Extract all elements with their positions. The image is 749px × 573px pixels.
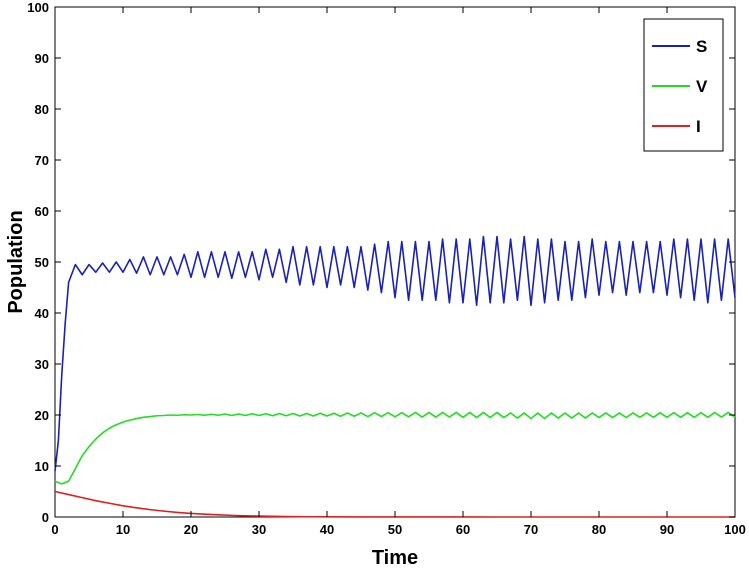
y-tick-label-20: 20: [35, 408, 49, 423]
y-tick-label-90: 90: [35, 51, 49, 66]
y-tick-label-70: 70: [35, 153, 49, 168]
ticks-layer: 0 10 20 30 40 50 60 70 80 90 100 0 10 20 30 40 50 60 70 80 9…: [27, 0, 746, 537]
x-tick-label-0: 0: [51, 522, 58, 537]
y-axis-title: Population: [5, 210, 27, 313]
series-line-i: [54, 490, 735, 518]
y-tick-label-60: 60: [35, 204, 49, 219]
y-tick-label-100: 100: [27, 0, 49, 15]
y-tick-label-0: 0: [42, 510, 49, 525]
plot-area: 0 10 20 30 40 50 60 70 80 90 100 0 10 20 30 40 50 60 70 80 9…: [27, 0, 746, 537]
legend-label-i: I: [696, 117, 701, 136]
y-tick-label-30: 30: [35, 357, 49, 372]
x-axis-title: Time: [372, 547, 418, 569]
x-tick-label-90: 90: [660, 522, 674, 537]
legend-entry-v: V: [652, 77, 708, 96]
legend-label-s: S: [696, 37, 707, 56]
x-tick-label-100: 100: [724, 522, 746, 537]
y-tick-label-50: 50: [35, 255, 49, 270]
legend: S V I: [643, 18, 724, 152]
y-tick-label-80: 80: [35, 102, 49, 117]
x-tick-label-80: 80: [592, 522, 606, 537]
legend-label-v: V: [696, 77, 708, 96]
y-tick-label-40: 40: [35, 306, 49, 321]
x-tick-label-40: 40: [320, 522, 334, 537]
series-line-s: [54, 235, 736, 472]
y-tick-label-10: 10: [35, 459, 49, 474]
legend-entry-s: S: [652, 37, 707, 56]
x-tick-label-60: 60: [456, 522, 470, 537]
legend-entry-i: I: [652, 117, 701, 136]
series-line-v: [54, 411, 736, 485]
series-layer: [54, 235, 736, 518]
x-tick-label-30: 30: [252, 522, 266, 537]
x-tick-label-20: 20: [184, 522, 198, 537]
x-tick-label-70: 70: [524, 522, 538, 537]
x-tick-label-50: 50: [388, 522, 402, 537]
x-tick-label-10: 10: [116, 522, 130, 537]
